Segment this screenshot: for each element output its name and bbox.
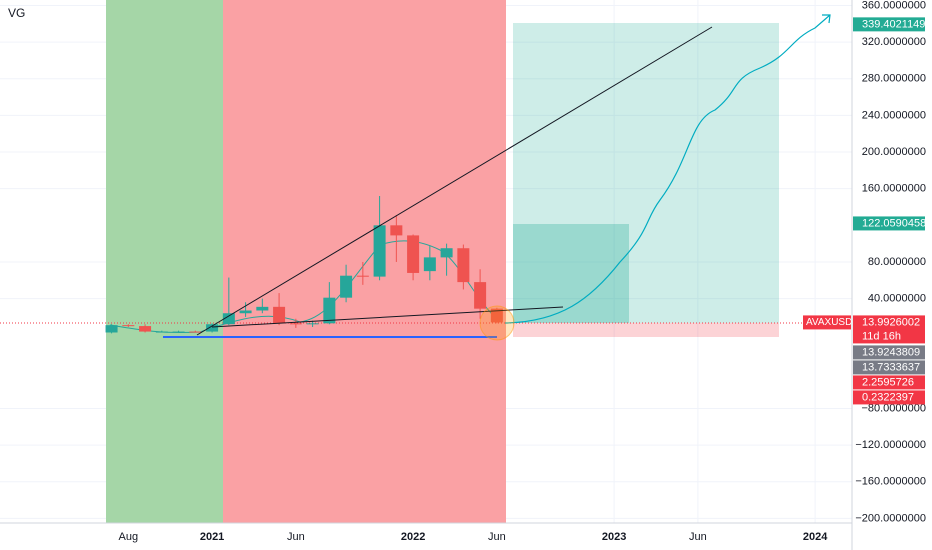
x-tick-label: Jun <box>287 531 305 543</box>
highlight-circle <box>479 305 515 341</box>
candle-body <box>390 225 403 236</box>
symbol-tag: AVAXUSD <box>806 317 852 328</box>
x-tick-label: Jun <box>689 531 707 543</box>
candle-body <box>206 324 219 332</box>
stat-label-bg <box>853 390 925 405</box>
y-tick-label: 40.0000000 <box>868 293 926 305</box>
green-zone <box>106 0 223 523</box>
last-price-bg <box>853 315 925 344</box>
y-tick-label: 280.0000000 <box>862 73 926 85</box>
x-tick-label: 2021 <box>200 531 224 543</box>
candle-body <box>457 248 470 283</box>
candle-body <box>256 306 269 311</box>
x-tick-label: Jun <box>488 531 506 543</box>
candle-body <box>172 331 185 333</box>
candle-body <box>423 257 436 272</box>
x-tick-label: 2023 <box>602 531 626 543</box>
candle-body <box>323 297 336 324</box>
projection-arrow <box>822 14 831 24</box>
candle-body <box>222 313 235 325</box>
candle-body <box>122 325 135 327</box>
y-tick-label: 200.0000000 <box>862 146 926 158</box>
price-label: 339.4021149 <box>862 18 925 30</box>
stop-box <box>513 323 779 337</box>
countdown: 11d 16h <box>862 330 901 342</box>
y-tick-label: 160.0000000 <box>862 183 926 195</box>
trend-line <box>196 26 713 336</box>
candle-body <box>189 331 202 333</box>
price-labels: 360.0000000 320.0000000 280.0000000 240.000… <box>119 0 927 543</box>
y-tick-label: −80.0000000 <box>861 402 926 414</box>
x-tick-label: 2024 <box>803 531 828 543</box>
y-tick-label: −200.0000000 <box>855 512 926 524</box>
y-tick-label: 80.0000000 <box>868 256 926 268</box>
stat-label-bg <box>853 360 925 375</box>
x-tick-label: 2022 <box>401 531 425 543</box>
candle-body <box>474 282 487 309</box>
y-tick-label: −120.0000000 <box>855 439 926 451</box>
target-box <box>513 23 779 323</box>
candle-body <box>289 323 302 325</box>
candle-body <box>155 331 168 333</box>
candle-body <box>239 310 252 314</box>
last-price: 13.9926002 <box>862 316 920 328</box>
stat-label: 13.9243809 <box>862 346 920 358</box>
stat-label-bg <box>853 375 925 390</box>
chart-title: VG <box>8 6 25 20</box>
y-tick-label: 320.0000000 <box>862 36 926 48</box>
candle-body <box>407 235 420 273</box>
stat-label: 2.2595726 <box>862 376 914 388</box>
candle-body <box>440 248 453 258</box>
candle-body <box>490 308 503 323</box>
price-label-bg <box>853 216 925 231</box>
projection-path <box>504 14 831 324</box>
stat-label-bg <box>853 345 925 360</box>
inner-box <box>513 224 629 323</box>
candle-body <box>306 323 319 325</box>
y-tick-label: −160.0000000 <box>855 476 926 488</box>
candle-body <box>373 225 386 277</box>
candles <box>105 196 503 334</box>
symbol-tag-bg <box>803 315 851 330</box>
y-tick-label: 360.0000000 <box>862 0 926 11</box>
x-tick-label: Aug <box>119 531 139 543</box>
candle-body <box>139 326 152 332</box>
price-label-bg <box>853 17 925 32</box>
stat-label: 13.7333637 <box>862 361 920 373</box>
stat-label: 0.2322397 <box>862 391 914 403</box>
price-label: 122.0590458 <box>862 217 926 229</box>
y-tick-label: 240.0000000 <box>862 109 926 121</box>
candle-body <box>340 275 353 298</box>
trend-line <box>211 306 564 328</box>
candle-body <box>105 325 118 333</box>
candle-body <box>356 275 369 277</box>
candle-body <box>273 306 286 324</box>
